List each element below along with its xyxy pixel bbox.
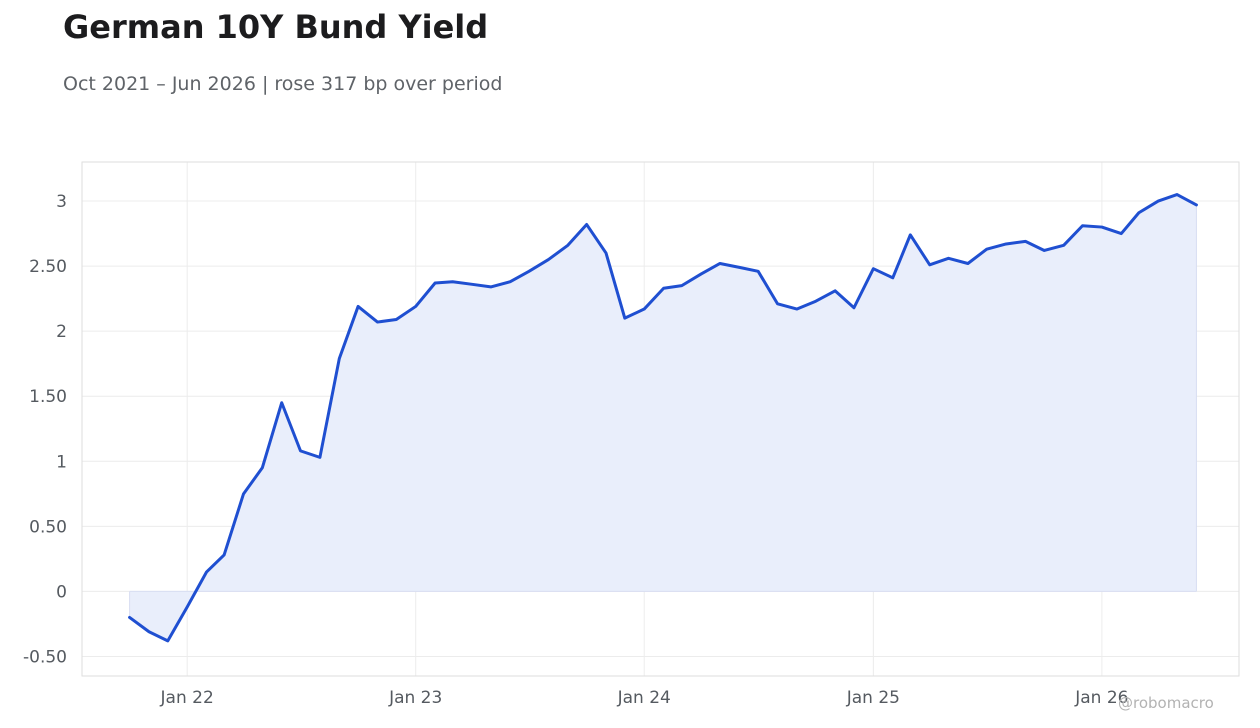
data-point (718, 262, 721, 265)
data-point (414, 305, 417, 308)
y-tick-label: 2 (56, 322, 67, 342)
x-tick-label: Jan 25 (846, 688, 900, 708)
chart-subtitle: Oct 2021 – Jun 2026 | rose 317 bp over p… (63, 73, 503, 95)
data-point (872, 267, 875, 270)
data-point (1137, 211, 1140, 214)
data-point (186, 606, 189, 609)
data-point (795, 308, 798, 311)
watermark-handle: @robomacro (1118, 694, 1214, 712)
data-point (547, 258, 550, 261)
y-tick-label: 0 (56, 582, 67, 602)
data-point (434, 282, 437, 285)
data-point (1081, 224, 1084, 227)
y-tick-label: 3 (56, 192, 67, 212)
data-point (738, 266, 741, 269)
data-point (1195, 203, 1198, 206)
data-point (1100, 226, 1103, 229)
data-point (680, 284, 683, 287)
data-point (128, 616, 131, 619)
x-tick-label: Jan 23 (388, 688, 442, 708)
x-tick-label: Jan 26 (1074, 688, 1128, 708)
data-point (814, 300, 817, 303)
data-point (299, 449, 302, 452)
area-fill-layer (129, 194, 1197, 641)
y-tick-label: 2.50 (29, 257, 67, 277)
data-point (451, 280, 454, 283)
data-point (891, 276, 894, 279)
data-point (147, 630, 150, 633)
y-tick-label: 1.50 (29, 387, 67, 407)
data-point (242, 492, 245, 495)
y-tick-label: 0.50 (29, 517, 67, 537)
data-point (1157, 200, 1160, 203)
chart-title: German 10Y Bund Yield (63, 8, 489, 46)
data-point (1043, 249, 1046, 252)
data-point (566, 244, 569, 247)
data-point (318, 456, 321, 459)
data-point (280, 401, 283, 404)
data-point (338, 357, 341, 360)
data-point (623, 317, 626, 320)
plot-frame (81, 161, 1240, 677)
data-point (643, 308, 646, 311)
data-point (471, 283, 474, 286)
data-point (1176, 193, 1179, 196)
data-point (928, 263, 931, 266)
data-point (261, 466, 264, 469)
x-tick-label: Jan 22 (160, 688, 214, 708)
data-point (605, 252, 608, 255)
data-point (528, 270, 531, 273)
data-point (909, 233, 912, 236)
data-point (834, 289, 837, 292)
data-point (223, 553, 226, 556)
area-fill (129, 194, 1197, 641)
data-point (757, 270, 760, 273)
y-tick-label: -0.50 (23, 647, 67, 667)
data-point (662, 287, 665, 290)
data-point (376, 321, 379, 324)
data-point (585, 223, 588, 226)
data-point (489, 285, 492, 288)
line-series-layer (128, 193, 1198, 643)
data-point (166, 639, 169, 642)
data-point (1062, 244, 1065, 247)
y-axis-tick-labels: -0.50 0 0.50 1 1.50 2 2.50 3 (23, 192, 67, 667)
data-point (1120, 232, 1123, 235)
data-point (852, 306, 855, 309)
data-point (1005, 242, 1008, 245)
data-point (700, 272, 703, 275)
data-point (205, 570, 208, 573)
data-point (966, 262, 969, 265)
x-axis-tick-labels: Jan 22 Jan 23 Jan 24 Jan 25 Jan 26 (160, 688, 1129, 708)
data-point (1024, 240, 1027, 243)
y-tick-label: 1 (56, 452, 67, 472)
data-point (395, 318, 398, 321)
data-point (985, 248, 988, 251)
x-tick-label: Jan 24 (617, 688, 671, 708)
data-point (509, 280, 512, 283)
data-point (947, 257, 950, 260)
yield-line (128, 193, 1198, 643)
data-point (776, 302, 779, 305)
data-point (357, 305, 360, 308)
